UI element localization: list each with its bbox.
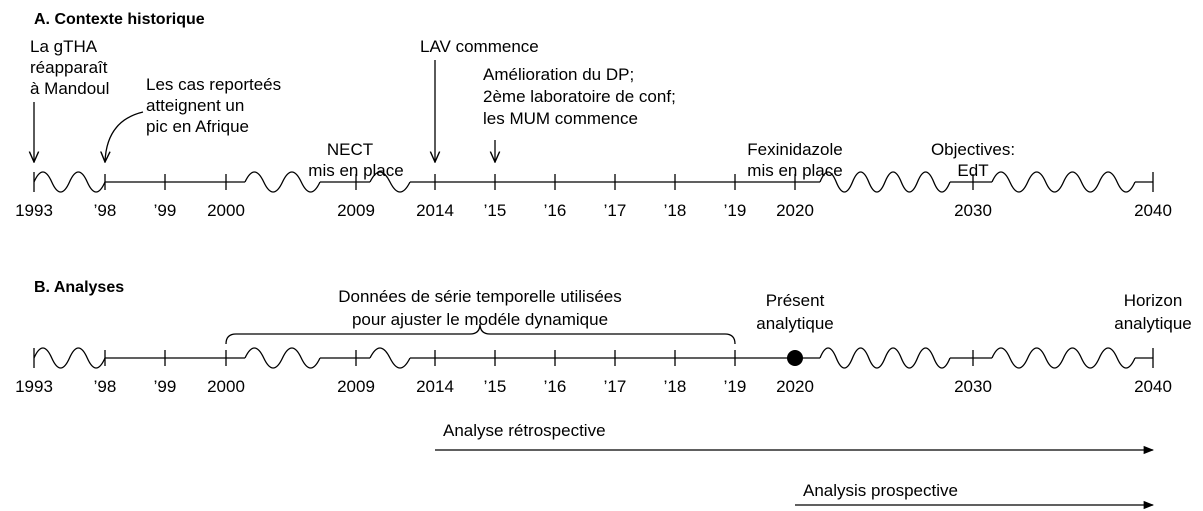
timeline-break — [33, 171, 106, 193]
horizon-label: analytique — [1114, 314, 1192, 333]
tick-label: 2014 — [416, 201, 454, 220]
annotation-line: Amélioration du DP; — [483, 65, 634, 84]
tick-label: ’17 — [604, 201, 627, 220]
timeline-break — [369, 347, 411, 369]
tick-label: 2014 — [416, 377, 454, 396]
timeline-break — [991, 171, 1136, 193]
annotation: LAV commence — [420, 37, 539, 162]
annotation-line: 2ème laboratoire de conf; — [483, 87, 676, 106]
tick-label: ’16 — [544, 377, 567, 396]
tick-label: 1993 — [15, 377, 53, 396]
tick-label: 2020 — [776, 377, 814, 396]
bracket-label: Données de série temporelle utilisées — [338, 287, 622, 306]
tick-label: ’99 — [154, 377, 177, 396]
panel-title: B. Analyses — [34, 279, 124, 296]
annotation-line: NECT — [327, 140, 373, 159]
timeline-break — [991, 347, 1136, 369]
present-label: Présent — [766, 291, 825, 310]
annotation: Fexinidazole mis en place — [747, 140, 842, 180]
tick-label: ’19 — [724, 201, 747, 220]
tick-label: ’15 — [484, 201, 507, 220]
tick-label: ’19 — [724, 377, 747, 396]
bracket-label: pour ajuster le modéle dynamique — [352, 310, 608, 329]
tick-label: 2040 — [1134, 377, 1172, 396]
annotation-line: LAV commence — [420, 37, 539, 56]
tick-label: 2000 — [207, 201, 245, 220]
arrow-label: Analysis prospective — [803, 481, 958, 500]
timeline-break — [244, 347, 321, 369]
tick-label: ’18 — [664, 377, 687, 396]
annotation-line: La gTHA — [30, 37, 98, 56]
annotation: Amélioration du DP; 2ème laboratoire de … — [483, 65, 676, 162]
annotation: NECT mis en place — [308, 140, 403, 180]
annotation-line: réapparaît — [30, 58, 108, 77]
tick-label: ’16 — [544, 201, 567, 220]
tick-label: ’17 — [604, 377, 627, 396]
tick-label: 2040 — [1134, 201, 1172, 220]
annotation-line: atteignent un — [146, 96, 244, 115]
annotation: La gTHA réapparaît à Mandoul — [30, 37, 109, 162]
annotation: Objectives: EdT — [931, 140, 1015, 180]
tick-label: 2000 — [207, 377, 245, 396]
tick-label: ’98 — [94, 377, 117, 396]
tick-label: 2030 — [954, 377, 992, 396]
annotation-line: EdT — [957, 161, 988, 180]
timeline-break — [819, 171, 951, 193]
annotation-line: à Mandoul — [30, 79, 109, 98]
annotation-line: Objectives: — [931, 140, 1015, 159]
tick-label: 2009 — [337, 201, 375, 220]
timeline-break — [819, 347, 951, 369]
timeline-break — [244, 171, 321, 193]
present-label: analytique — [756, 314, 834, 333]
tick-label: 2020 — [776, 201, 814, 220]
timeline-break — [369, 171, 411, 193]
annotation-line: Les cas reporteés — [146, 75, 281, 94]
tick-label: 2030 — [954, 201, 992, 220]
tick-label: ’15 — [484, 377, 507, 396]
annotation-line: mis en place — [308, 161, 403, 180]
annotation-line: les MUM commence — [483, 109, 638, 128]
annotation-line: Fexinidazole — [747, 140, 842, 159]
annotation: Les cas reporteés atteignent un pic en A… — [105, 75, 281, 162]
panel-title: A. Contexte historique — [34, 11, 205, 28]
annotation-line: mis en place — [747, 161, 842, 180]
arrow — [105, 111, 144, 162]
tick-label: ’18 — [664, 201, 687, 220]
tick-label: 2009 — [337, 377, 375, 396]
tick-label: ’98 — [94, 201, 117, 220]
annotation-line: pic en Afrique — [146, 117, 249, 136]
bracket — [225, 323, 736, 345]
tick-label: 1993 — [15, 201, 53, 220]
arrow-label: Analyse rétrospective — [443, 421, 606, 440]
tick-label: ’99 — [154, 201, 177, 220]
horizon-label: Horizon — [1124, 291, 1183, 310]
timeline-break — [33, 347, 106, 369]
